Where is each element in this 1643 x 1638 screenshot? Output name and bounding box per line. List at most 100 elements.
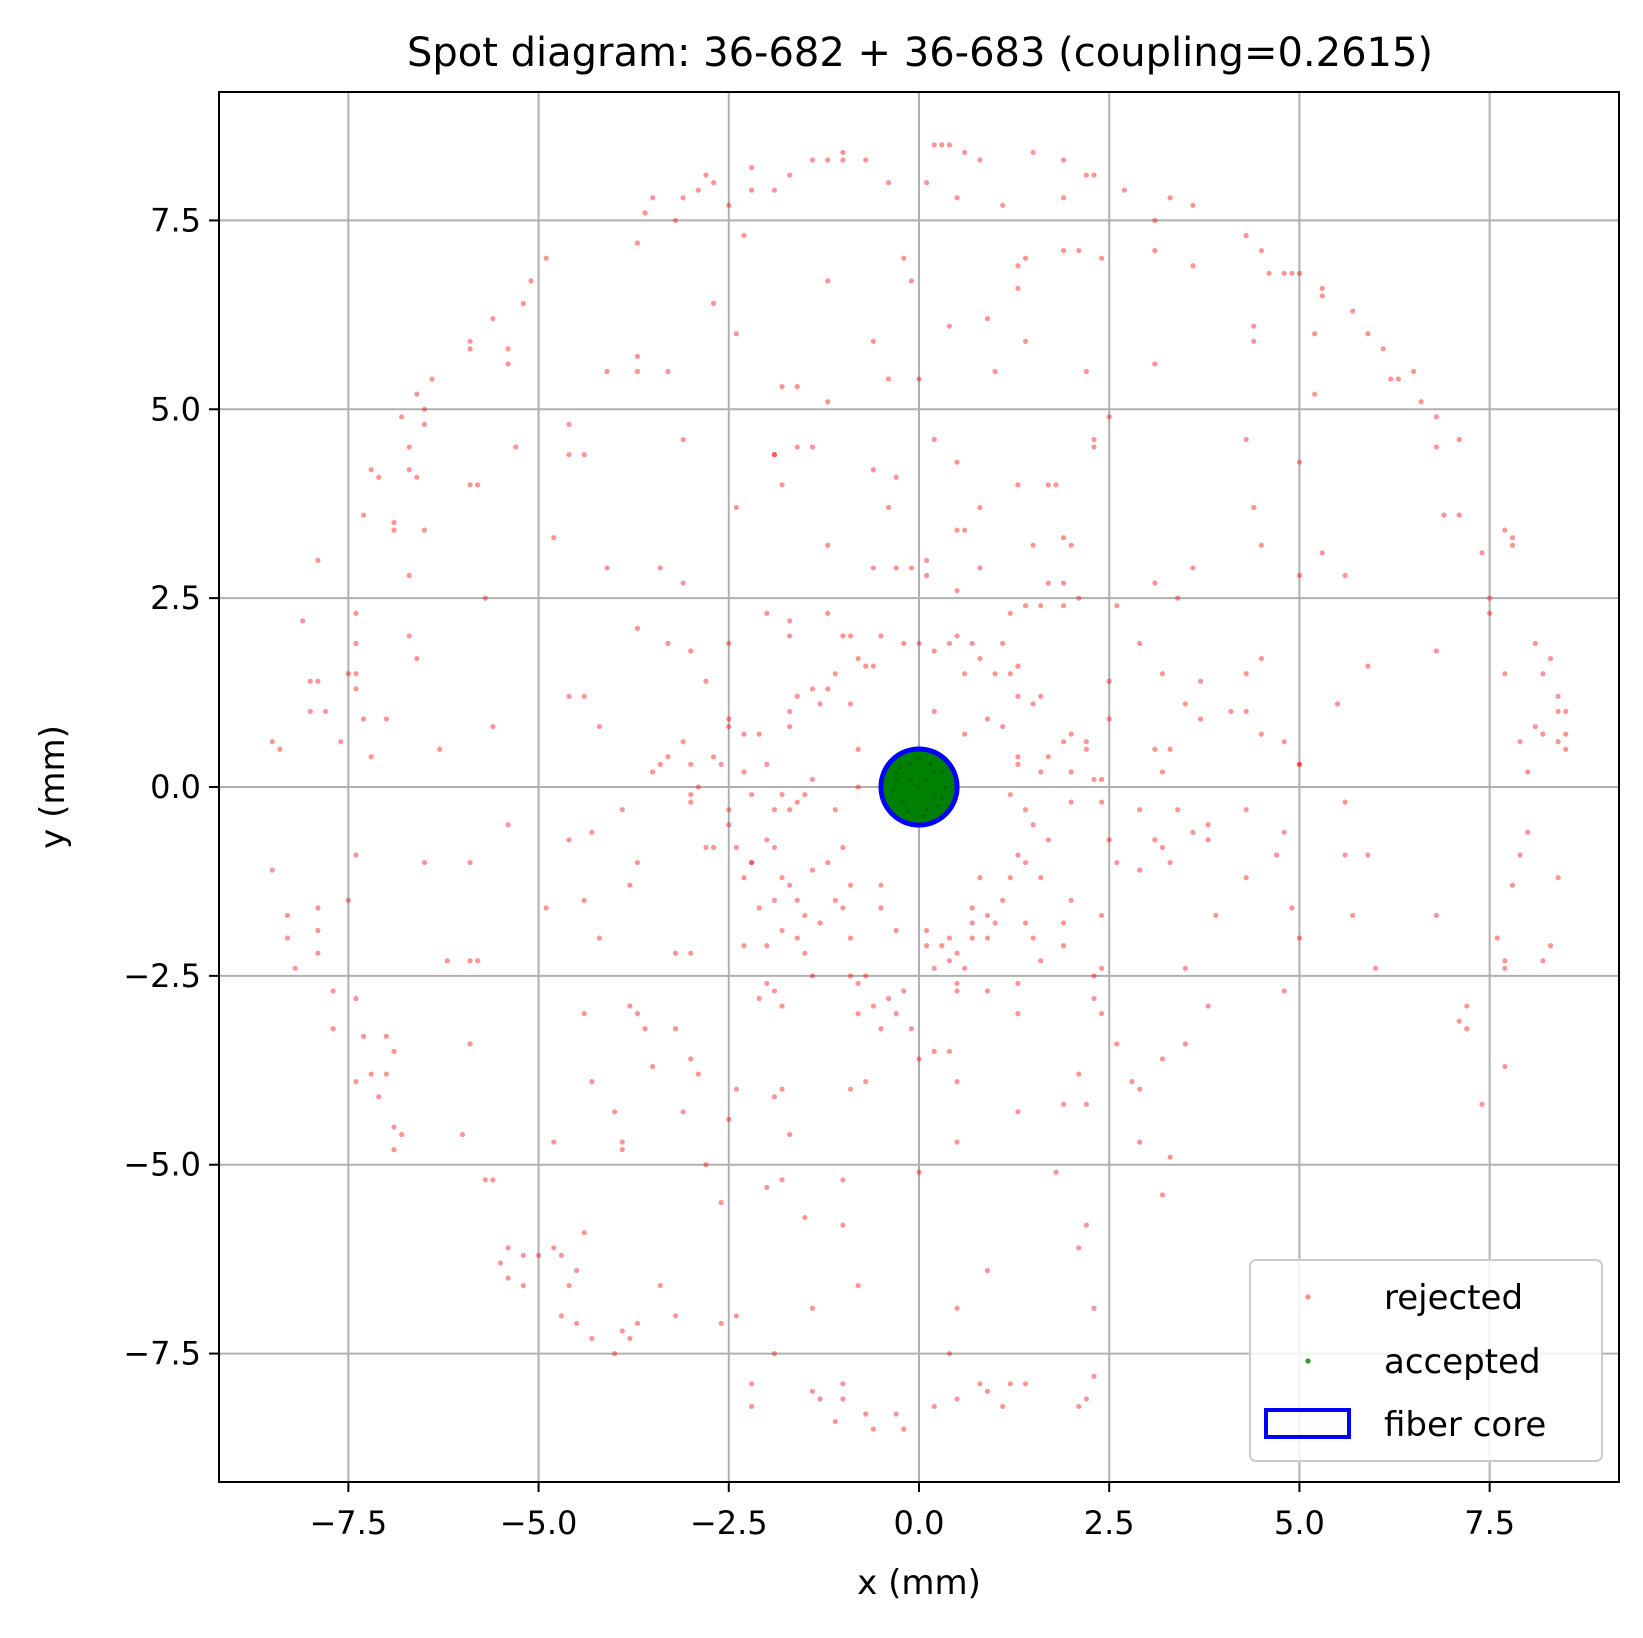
rejected-point bbox=[710, 844, 717, 851]
rejected-point bbox=[391, 527, 397, 533]
rejected-point bbox=[1015, 852, 1021, 858]
rejected-point bbox=[634, 240, 641, 246]
rejected-point bbox=[840, 905, 846, 911]
rejected-point bbox=[1068, 799, 1074, 805]
y-tick-label: 7.5 bbox=[150, 201, 201, 239]
rejected-point bbox=[771, 1094, 778, 1100]
accepted-point bbox=[924, 807, 929, 812]
rejected-point bbox=[1175, 595, 1181, 601]
rejected-point bbox=[1502, 527, 1508, 533]
rejected-point bbox=[794, 799, 800, 805]
rejected-point bbox=[1060, 943, 1067, 949]
rejected-point bbox=[863, 1411, 869, 1417]
rejected-point bbox=[863, 973, 869, 979]
rejected-point bbox=[520, 300, 526, 307]
rejected-point bbox=[1319, 285, 1325, 292]
rejected-point bbox=[634, 1320, 641, 1326]
rejected-point bbox=[840, 149, 846, 156]
rejected-point bbox=[749, 164, 755, 171]
rejected-point bbox=[1038, 958, 1044, 964]
rejected-point bbox=[581, 452, 587, 458]
y-axis-label: y (mm) bbox=[33, 725, 73, 849]
rejected-point bbox=[1167, 1154, 1173, 1160]
rejected-point bbox=[505, 361, 511, 367]
rejected-point bbox=[984, 1267, 991, 1274]
rejected-point bbox=[1274, 852, 1280, 858]
rejected-point bbox=[467, 482, 473, 488]
rejected-point bbox=[1022, 920, 1029, 926]
rejected-point bbox=[467, 859, 473, 866]
rejected-point bbox=[1022, 807, 1029, 813]
rejected-point bbox=[1083, 1101, 1089, 1107]
rejected-point bbox=[330, 1026, 336, 1032]
rejected-point bbox=[1205, 837, 1211, 843]
rejected-point bbox=[764, 943, 770, 949]
rejected-point bbox=[383, 1071, 389, 1077]
rejected-point bbox=[977, 157, 983, 163]
rejected-point bbox=[650, 1063, 656, 1070]
accepted-point bbox=[898, 766, 902, 770]
rejected-point bbox=[893, 1011, 899, 1017]
rejected-point bbox=[787, 708, 793, 715]
rejected-point bbox=[908, 1026, 914, 1032]
rejected-point bbox=[581, 693, 587, 699]
rejected-point bbox=[1365, 852, 1371, 858]
rejected-point bbox=[1243, 671, 1249, 677]
rejected-point bbox=[977, 565, 983, 571]
rejected-point bbox=[505, 346, 511, 352]
rejected-point bbox=[794, 897, 800, 903]
rejected-point bbox=[1365, 331, 1371, 337]
rejected-point bbox=[589, 1335, 595, 1342]
rejected-point bbox=[680, 436, 686, 443]
rejected-point bbox=[277, 746, 283, 752]
rejected-point bbox=[733, 1086, 739, 1092]
x-tick-label: −2.5 bbox=[690, 1504, 768, 1542]
rejected-point bbox=[1099, 799, 1105, 805]
rejected-point bbox=[1000, 202, 1006, 208]
rejected-point bbox=[794, 384, 800, 390]
rejected-point bbox=[946, 142, 953, 148]
rejected-point bbox=[368, 467, 374, 473]
rejected-point bbox=[954, 1396, 960, 1402]
rejected-point bbox=[1197, 716, 1204, 722]
rejected-point bbox=[1106, 678, 1112, 684]
rejected-point bbox=[1456, 1018, 1462, 1024]
rejected-point bbox=[1030, 149, 1036, 156]
rejected-point bbox=[825, 859, 831, 866]
rejected-point bbox=[832, 1418, 838, 1425]
rejected-point bbox=[924, 180, 930, 186]
rejected-point bbox=[809, 973, 816, 979]
rejected-point bbox=[589, 1079, 595, 1085]
rejected-point bbox=[1114, 1041, 1120, 1047]
rejected-point bbox=[1509, 542, 1516, 548]
rejected-point bbox=[931, 708, 937, 715]
rejected-point bbox=[688, 791, 694, 798]
rejected-point bbox=[505, 1245, 511, 1251]
rejected-point bbox=[490, 316, 496, 322]
rejected-point bbox=[984, 988, 991, 994]
rejected-point bbox=[962, 731, 968, 737]
accepted-point bbox=[909, 762, 914, 767]
rejected-point bbox=[840, 1177, 846, 1183]
rejected-point bbox=[1022, 1381, 1029, 1387]
rejected-point bbox=[558, 1252, 564, 1258]
rejected-point bbox=[1152, 248, 1158, 254]
rejected-point bbox=[703, 844, 709, 851]
rejected-point bbox=[1197, 678, 1204, 684]
rejected-point bbox=[315, 927, 321, 934]
rejected-point bbox=[809, 686, 816, 692]
rejected-point bbox=[1517, 739, 1523, 745]
rejected-point bbox=[1479, 1101, 1485, 1107]
rejected-point bbox=[901, 988, 907, 994]
rejected-point bbox=[863, 157, 869, 163]
rejected-point bbox=[1525, 769, 1531, 775]
rejected-point bbox=[840, 844, 846, 851]
rejected-point bbox=[779, 875, 785, 881]
x-axis-label: x (mm) bbox=[857, 1563, 981, 1603]
rejected-point bbox=[1091, 776, 1097, 783]
rejected-point bbox=[269, 739, 275, 745]
rejected-point bbox=[825, 278, 831, 284]
rejected-point bbox=[1243, 436, 1249, 443]
rejected-point bbox=[756, 905, 762, 911]
rejected-point bbox=[1487, 595, 1493, 601]
